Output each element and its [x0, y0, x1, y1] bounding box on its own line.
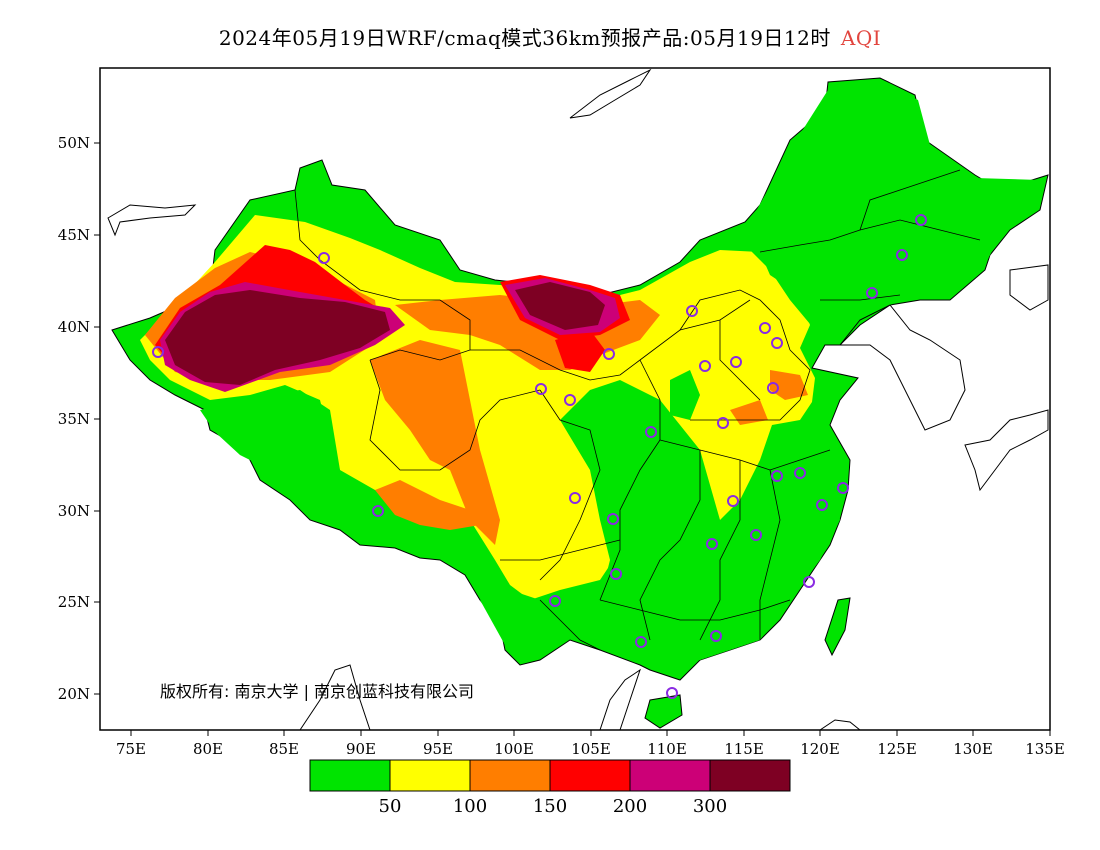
y-tick-label: 20N [58, 685, 90, 703]
legend-swatch [469, 759, 551, 792]
neighbor-coastlines [107, 68, 1049, 730]
station-marker [759, 322, 771, 334]
station-marker [607, 513, 619, 525]
legend-label: 300 [693, 796, 727, 817]
x-axis [130, 730, 1051, 736]
x-tick-label: 105E [571, 740, 611, 758]
variable-label: AQI [840, 26, 882, 50]
station-marker [771, 470, 783, 482]
x-tick-label: 130E [953, 740, 993, 758]
station-marker [686, 305, 698, 317]
x-axis-labels: 75E 80E 85E 90E 95E 100E 105E 110E 115E … [116, 740, 1065, 758]
aqi-zone-green-south-west [480, 590, 550, 660]
aqi-zone-green-inner [670, 370, 700, 420]
station-marker [699, 360, 711, 372]
aqi-zone-green-northeast [740, 82, 1040, 340]
station-marker [771, 337, 783, 349]
x-tick-label: 115E [724, 740, 764, 758]
x-tick-label: 90E [346, 740, 376, 758]
legend-swatch [309, 759, 391, 792]
x-tick-label: 110E [647, 740, 687, 758]
copyright-text: 版权所有: 南京大学 | 南京创蓝科技有限公司 [160, 682, 474, 701]
station-marker [816, 499, 828, 511]
x-tick-label: 125E [877, 740, 917, 758]
x-tick-label: 95E [423, 740, 453, 758]
aqi-zone-orange-east [770, 370, 808, 400]
y-tick-label: 25N [58, 593, 90, 611]
station-marker [915, 214, 927, 226]
station-marker [803, 576, 815, 588]
station-marker [837, 482, 849, 494]
station-marker [750, 529, 762, 541]
legend-swatch [629, 759, 711, 792]
station-marker [603, 348, 615, 360]
y-tick-label: 35N [58, 410, 90, 428]
x-tick-label: 80E [193, 740, 223, 758]
hainan-island [644, 694, 683, 729]
aqi-zone-green-tibet [200, 390, 340, 500]
map-frame [99, 67, 1051, 731]
station-marker [794, 467, 806, 479]
station-marker [549, 595, 561, 607]
y-axis [94, 142, 100, 695]
legend-label: 100 [453, 796, 487, 817]
legend-swatch [549, 759, 631, 792]
station-marker [730, 356, 742, 368]
map-layer [107, 68, 1049, 730]
x-tick-label: 85E [269, 740, 299, 758]
map-title: 2024年05月19日WRF/cmaq模式36km预报产品:05月19日12时 A… [0, 22, 1100, 51]
station-marker [569, 492, 581, 504]
y-tick-label: 40N [58, 318, 90, 336]
station-marker [610, 568, 622, 580]
title-text: 2024年05月19日WRF/cmaq模式36km预报产品:05月19日12时 [218, 26, 831, 50]
y-tick-label: 50N [58, 134, 90, 152]
x-tick-label: 135E [1025, 740, 1065, 758]
station-marker [535, 383, 547, 395]
aqi-zone-orange-tibet [370, 340, 500, 545]
station-marker [318, 252, 330, 264]
x-tick-label: 120E [800, 740, 840, 758]
legend-label: 150 [533, 796, 567, 817]
station-marker [710, 630, 722, 642]
station-marker [866, 287, 878, 299]
station-marker [767, 382, 779, 394]
station-marker [152, 346, 164, 358]
station-marker [635, 636, 647, 648]
station-marker [706, 538, 718, 550]
province-boundaries [294, 169, 981, 651]
y-tick-label: 30N [58, 502, 90, 520]
x-tick-label: 100E [494, 740, 534, 758]
legend-swatch [709, 759, 791, 792]
station-marker [372, 505, 384, 517]
legend-label: 200 [613, 796, 647, 817]
station-marker [645, 426, 657, 438]
aqi-zone-orange-tibet-south [375, 480, 480, 530]
aqi-zone-maroon-gobi [515, 282, 605, 330]
aqi-legend: 50 100 150 200 300 [309, 759, 791, 817]
aqi-zone-green-central [560, 380, 840, 665]
y-axis-labels: 50N 45N 40N 35N 30N 25N 20N [58, 134, 90, 703]
x-tick-label: 75E [116, 740, 146, 758]
aqi-zone-red-gansu [555, 330, 605, 372]
station-marker [717, 417, 729, 429]
station-marker [896, 249, 908, 261]
aqi-zone-maroon-tarim [165, 290, 390, 385]
station-marker [666, 687, 678, 699]
taiwan-island [824, 597, 851, 657]
station-marker [564, 394, 576, 406]
y-tick-label: 45N [58, 226, 90, 244]
legend-swatch [389, 759, 471, 792]
aqi-zone-orange-central [730, 400, 768, 425]
legend-label: 50 [379, 796, 402, 817]
monitoring-stations [152, 214, 927, 699]
station-marker [727, 495, 739, 507]
